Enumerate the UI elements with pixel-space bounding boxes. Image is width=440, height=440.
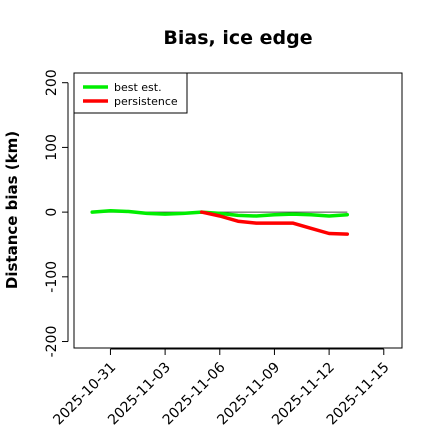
y-tick-label: 0	[44, 208, 60, 217]
y-axis-label: Distance bias (km)	[3, 131, 21, 289]
y-axis: -200 -100 0 100 200	[44, 69, 69, 358]
y-tick-label: 100	[44, 134, 60, 161]
series-line-persistence	[199, 210, 350, 236]
chart-title: Bias, ice edge	[163, 27, 312, 49]
legend-entry-label: persistence	[114, 95, 178, 108]
legend: best est.persistence	[73, 72, 188, 114]
legend-entry-label: best est.	[114, 81, 162, 94]
y-tick-label: -200	[44, 326, 60, 358]
plot-frame	[73, 72, 403, 349]
y-tick-label: 200	[44, 69, 60, 96]
y-tick-label: -100	[44, 261, 60, 293]
series-line-best-est	[90, 209, 350, 218]
x-axis: 2025-10-312025-11-032025-11-062025-11-09…	[50, 348, 393, 428]
series-group	[90, 209, 350, 236]
legend-box	[73, 72, 188, 114]
